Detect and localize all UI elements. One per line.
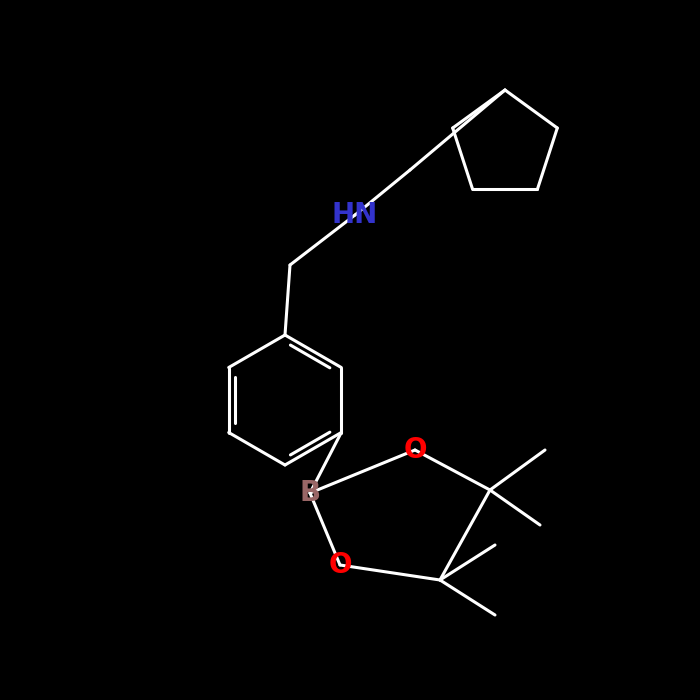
Text: O: O xyxy=(403,436,427,464)
Text: O: O xyxy=(328,551,351,579)
Text: HN: HN xyxy=(332,201,378,229)
Text: B: B xyxy=(300,479,321,507)
